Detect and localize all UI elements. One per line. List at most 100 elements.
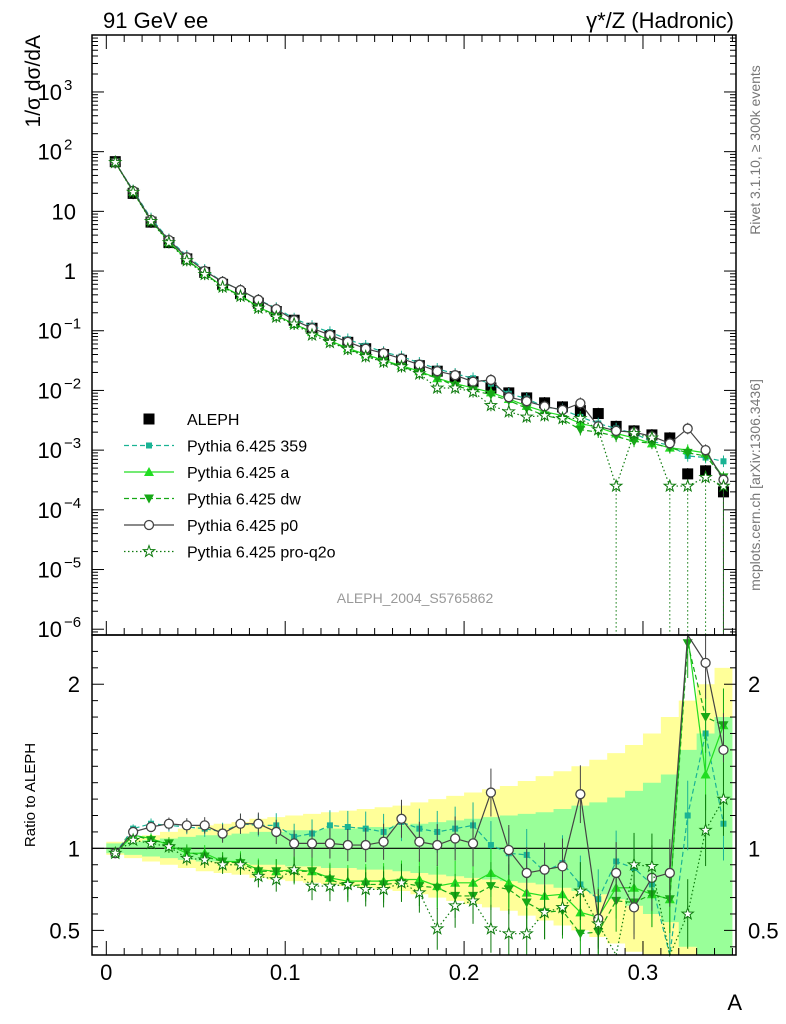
series-pythia-6-425-dw	[110, 156, 729, 635]
ratio-point-pythia-6-425-p0	[503, 844, 514, 856]
data-point-pythia-6-425-p0	[575, 398, 586, 409]
y-tick-label: 10	[52, 199, 76, 224]
ratio-point-pythia-6-425-pro-q2o	[358, 881, 373, 896]
ratio-point-pythia-6-425-pro-q2o	[340, 876, 355, 891]
ratio-point-pythia-6-425-p0	[145, 821, 157, 833]
series-pythia-6-425-pro-q2o	[108, 154, 731, 635]
data-point-pythia-6-425-pro-q2o	[680, 478, 695, 493]
legend-marker-pythia-6-425-a	[144, 467, 154, 476]
ratio-point-pythia-6-425-pro-q2o	[698, 822, 713, 837]
y-axis-label: 1/σ dσ/dA	[22, 35, 45, 127]
x-tick-label: 0.3	[628, 960, 659, 985]
ratio-y-tick-label: 0.5	[49, 918, 80, 943]
legend-marker-pythia-6-425-pro-q2o	[141, 543, 157, 558]
ratio-point-pythia-6-425-p0	[271, 826, 282, 838]
ratio-point-pythia-6-425-359	[344, 824, 351, 830]
ratio-point-pythia-6-425-p0	[467, 838, 479, 849]
legend-entry-aleph: ALEPH	[143, 412, 239, 429]
ratio-point-pythia-6-425-dw	[485, 882, 496, 892]
ratio-point-pythia-6-425-p0	[718, 744, 729, 756]
legend-label-pythia-6-425-359: Pythia 6.425 359	[187, 439, 307, 456]
ratio-point-pythia-6-425-dw	[521, 898, 532, 908]
legend-label-pythia-6-425-dw: Pythia 6.425 dw	[187, 492, 301, 509]
energy-title: 91 GeV ee	[103, 8, 208, 33]
ratio-point-pythia-6-425-p0	[628, 902, 640, 913]
y-tick-label: 1	[64, 259, 76, 284]
ratio-point-pythia-6-425-p0	[235, 818, 246, 829]
data-point-pythia-6-425-p0	[432, 366, 443, 377]
ratio-point-pythia-6-425-p0	[396, 813, 407, 824]
ratio-point-pythia-6-425-p0	[539, 864, 550, 875]
y-tick-label: 10	[38, 80, 62, 105]
ratio-point-pythia-6-425-pro-q2o	[537, 904, 552, 919]
y-tick-label-exponent: −1	[64, 316, 81, 333]
ratio-point-pythia-6-425-pro-q2o	[447, 898, 463, 912]
ratio-point-pythia-6-425-p0	[432, 839, 443, 851]
data-point-pythia-6-425-359	[720, 458, 727, 465]
legend-label-pythia-6-425-a: Pythia 6.425 a	[187, 465, 289, 482]
data-point-aleph	[592, 408, 604, 420]
y-tick-label-exponent: 2	[64, 137, 72, 154]
data-point-pythia-6-425-pro-q2o	[179, 252, 194, 267]
ratio-series-pythia-6-425-p0	[110, 633, 729, 949]
ratio-series-pythia-6-425-pro-q2o	[108, 762, 731, 957]
ratio-point-pythia-6-425-pro-q2o	[376, 881, 391, 896]
data-point-pythia-6-425-pro-q2o	[376, 354, 391, 369]
data-point-pythia-6-425-p0	[503, 392, 514, 403]
ratio-point-pythia-6-425-pro-q2o	[591, 916, 606, 930]
data-point-pythia-6-425-pro-q2o	[233, 288, 248, 303]
ratio-point-pythia-6-425-pro-q2o	[322, 878, 338, 893]
ratio-point-pythia-6-425-p0	[199, 820, 210, 831]
ratio-point-pythia-6-425-p0	[217, 828, 228, 839]
data-point-pythia-6-425-pro-q2o	[215, 279, 230, 294]
y-tick-label-exponent: −6	[64, 614, 81, 631]
data-point-pythia-6-425-p0	[449, 370, 461, 381]
data-point-aleph	[574, 405, 586, 417]
ratio-point-pythia-6-425-p0	[664, 867, 675, 879]
legend-label-pythia-6-425-pro-q2o: Pythia 6.425 pro-q2o	[187, 545, 336, 562]
ratio-point-pythia-6-425-pro-q2o	[215, 857, 230, 871]
series-pythia-6-425-a	[110, 156, 729, 635]
ratio-point-pythia-6-425-pro-q2o	[716, 791, 731, 806]
data-point-pythia-6-425-pro-q2o	[394, 359, 409, 373]
data-point-pythia-6-425-pro-q2o	[447, 380, 463, 395]
data-point-pythia-6-425-pro-q2o	[269, 309, 284, 324]
ratio-point-pythia-6-425-p0	[449, 833, 461, 844]
ratio-point-pythia-6-425-pro-q2o	[161, 839, 177, 853]
ratio-point-pythia-6-425-dw	[432, 883, 443, 893]
ratio-point-pythia-6-425-pro-q2o	[304, 878, 320, 893]
data-point-pythia-6-425-pro-q2o	[483, 397, 499, 412]
ratio-point-pythia-6-425-p0	[557, 861, 568, 872]
data-point-pythia-6-425-pro-q2o	[412, 366, 427, 380]
ratio-point-pythia-6-425-pro-q2o	[197, 852, 212, 866]
ratio-point-pythia-6-425-p0	[288, 838, 300, 849]
y-tick-label: 10	[38, 558, 62, 583]
ratio-point-pythia-6-425-p0	[521, 867, 532, 879]
data-point-pythia-6-425-pro-q2o	[537, 407, 552, 422]
data-point-pythia-6-425-pro-q2o	[608, 478, 624, 493]
data-point-aleph	[682, 468, 694, 480]
data-point-pythia-6-425-pro-q2o	[465, 384, 481, 398]
ratio-point-pythia-6-425-p0	[324, 838, 336, 849]
ratio-point-pythia-6-425-dw	[682, 639, 693, 649]
y-tick-label: 10	[38, 378, 62, 403]
data-point-pythia-6-425-pro-q2o	[626, 425, 642, 440]
x-tick-label: 0	[100, 960, 112, 985]
x-tick-label: 0.1	[270, 960, 301, 985]
ratio-y-tick-label: 2	[68, 672, 80, 697]
data-point-pythia-6-425-p0	[485, 374, 497, 386]
data-point-pythia-6-425-pro-q2o	[197, 266, 212, 281]
mcplots-label: mcplots.cern.ch [arXiv:1306.3436]	[747, 379, 763, 591]
ratio-frame	[91, 634, 737, 956]
ratio-point-pythia-6-425-p0	[181, 820, 192, 831]
y-tick-label: 10	[38, 498, 62, 523]
legend-marker-aleph	[143, 413, 155, 425]
ratio-point-pythia-6-425-p0	[414, 836, 425, 847]
ratio-point-pythia-6-425-p0	[360, 839, 371, 851]
legend-entry-pythia-6-425-a: Pythia 6.425 a	[124, 465, 289, 482]
data-point-pythia-6-425-pro-q2o	[716, 478, 731, 493]
data-point-pythia-6-425-dw	[485, 390, 496, 400]
analysis-watermark: ALEPH_2004_S5765862	[337, 590, 494, 606]
